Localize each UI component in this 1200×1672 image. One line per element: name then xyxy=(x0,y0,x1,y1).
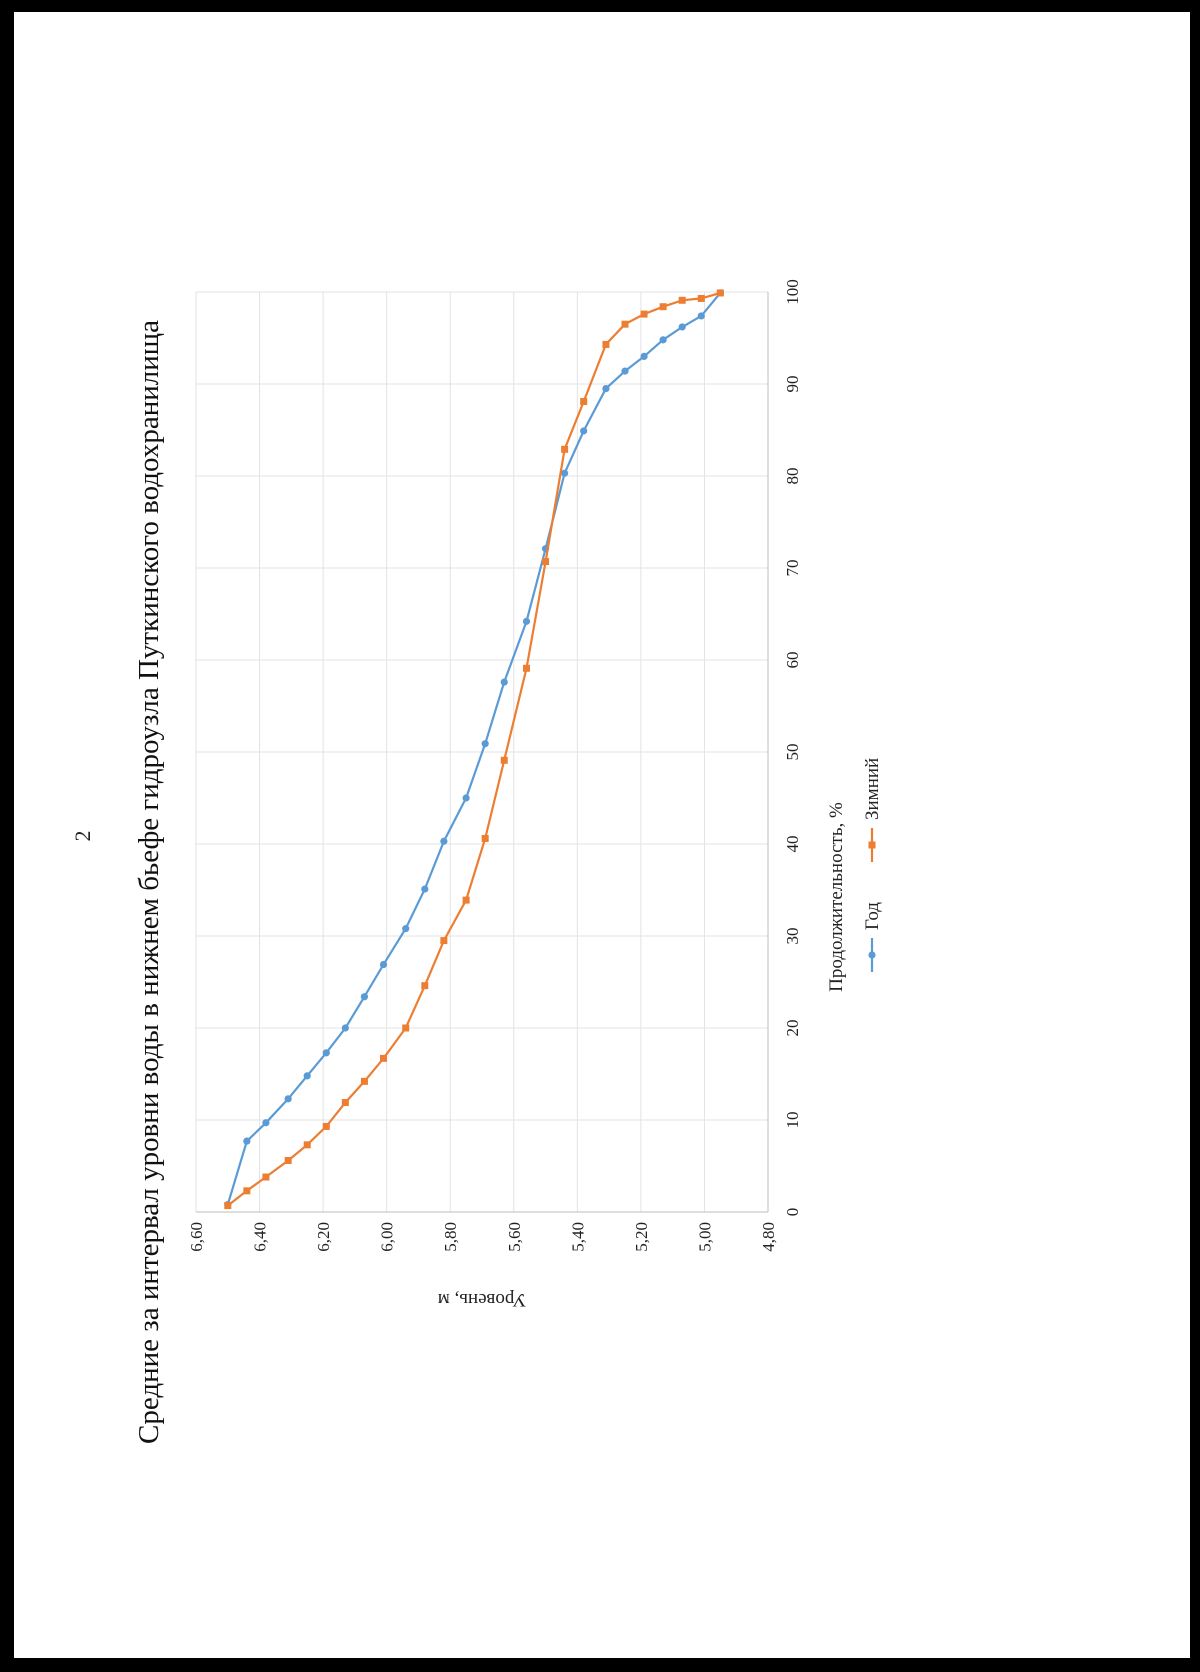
data-point xyxy=(421,982,429,990)
x-tick-label: 70 xyxy=(783,560,802,577)
data-point xyxy=(341,1024,349,1032)
data-point xyxy=(303,1141,311,1149)
scan-border-bottom xyxy=(0,1658,1200,1672)
data-point xyxy=(580,427,588,435)
data-point xyxy=(659,336,667,344)
y-tick-label: 6,60 xyxy=(187,1222,206,1252)
data-point xyxy=(678,296,686,304)
series-line xyxy=(227,291,721,1207)
data-point xyxy=(379,960,388,969)
x-tick-label: 80 xyxy=(783,468,802,485)
y-tick-label: 5,00 xyxy=(695,1222,714,1252)
data-point xyxy=(678,323,686,331)
x-tick-label: 0 xyxy=(783,1208,802,1217)
data-point xyxy=(481,740,489,748)
y-tick-label: 6,40 xyxy=(251,1222,270,1252)
data-point xyxy=(262,1173,270,1181)
series-line xyxy=(226,292,722,1205)
legend-marker xyxy=(868,951,876,959)
x-tick-label: 100 xyxy=(783,279,802,305)
data-point xyxy=(421,885,429,893)
x-tick-label: 50 xyxy=(783,744,802,761)
axes xyxy=(196,292,769,1213)
series-zimniy xyxy=(224,289,724,1210)
legend-marker xyxy=(868,841,876,849)
y-tick-label: 5,80 xyxy=(441,1222,460,1252)
y-tick-label: 6,20 xyxy=(314,1222,333,1252)
data-point xyxy=(322,1049,330,1057)
y-tick-label: 4,80 xyxy=(759,1222,778,1252)
data-point xyxy=(462,896,470,904)
data-point xyxy=(341,1099,349,1107)
data-point xyxy=(402,1024,410,1032)
data-point xyxy=(500,756,508,764)
data-point xyxy=(284,1095,292,1103)
data-point xyxy=(621,320,629,328)
page-number: 2 xyxy=(70,831,95,842)
data-point xyxy=(602,384,610,393)
data-point xyxy=(561,445,569,453)
data-point xyxy=(621,367,629,375)
x-tick-label: 30 xyxy=(783,928,802,945)
y-tick-labels: 6,60 6,40 6,20 6,00 5,80 5,60 5,40 5,20 5,00 4,80 xyxy=(187,1222,778,1252)
y-tick-label: 6,00 xyxy=(378,1222,397,1252)
y-tick-label: 5,60 xyxy=(505,1222,524,1252)
y-axis-label: Уровень, м xyxy=(438,1289,526,1310)
data-point xyxy=(522,664,530,672)
scan-border-top xyxy=(0,0,1200,12)
data-point xyxy=(640,352,648,360)
x-tick-label: 90 xyxy=(783,376,802,393)
data-point xyxy=(440,837,448,845)
data-point xyxy=(602,340,610,348)
data-point xyxy=(284,1156,292,1164)
data-point xyxy=(243,1137,251,1145)
x-tick-label: 40 xyxy=(783,836,802,853)
data-point xyxy=(379,1054,387,1062)
data-point xyxy=(243,1187,251,1195)
data-point xyxy=(659,303,667,311)
series-god xyxy=(224,289,724,1209)
data-point xyxy=(542,558,550,566)
data-point xyxy=(640,310,648,318)
data-point xyxy=(360,993,369,1001)
x-tick-labels: 0 10 20 30 40 50 60 70 80 90 100 xyxy=(783,279,802,1216)
data-point xyxy=(322,1122,330,1130)
legend-label: Год xyxy=(862,902,883,930)
data-point xyxy=(360,1077,368,1085)
data-series xyxy=(224,289,724,1210)
data-point xyxy=(262,1119,270,1127)
chart-title: Средние за интервал уровни воды в нижнем… xyxy=(133,320,165,1444)
scan-border-left xyxy=(0,0,14,1672)
grid-lines xyxy=(195,291,768,1212)
y-tick-label: 5,40 xyxy=(568,1222,587,1252)
x-axis-label: Продолжительность, % xyxy=(826,802,847,992)
legend-label: Зимний xyxy=(862,758,883,820)
data-point xyxy=(303,1072,311,1080)
x-tick-label: 60 xyxy=(783,652,802,669)
data-point xyxy=(561,469,569,477)
data-point xyxy=(500,678,508,686)
data-point xyxy=(522,617,531,625)
data-point xyxy=(224,1202,232,1210)
data-point xyxy=(462,794,470,802)
data-point xyxy=(716,289,724,297)
scan-border-right xyxy=(1190,0,1200,1672)
data-point xyxy=(481,834,489,842)
y-tick-label: 5,20 xyxy=(632,1222,651,1252)
x-tick-label: 20 xyxy=(783,1020,802,1037)
data-point xyxy=(402,925,410,933)
data-point xyxy=(580,397,588,405)
legend: Год Зимний xyxy=(862,758,883,972)
data-point xyxy=(697,294,705,302)
x-tick-label: 10 xyxy=(783,1112,802,1129)
data-point xyxy=(697,312,705,320)
data-point xyxy=(440,937,448,945)
